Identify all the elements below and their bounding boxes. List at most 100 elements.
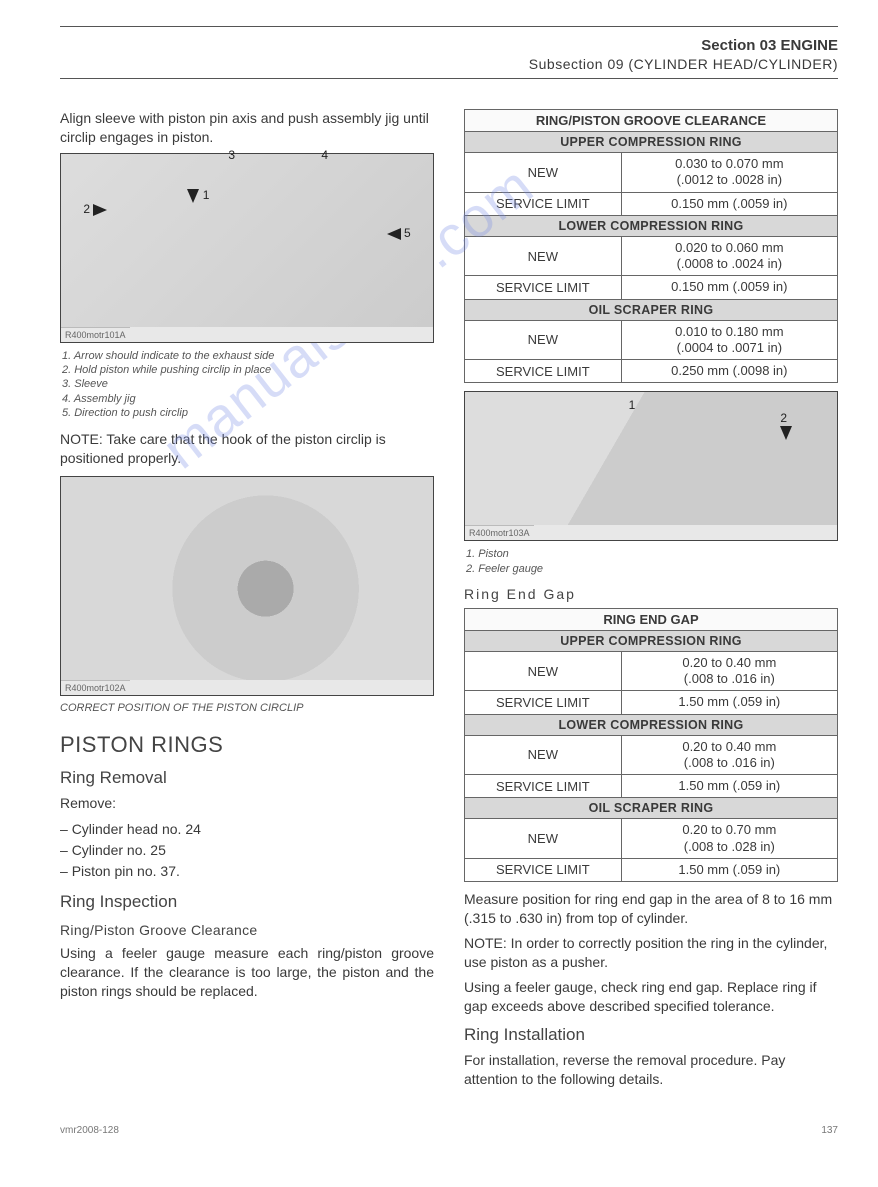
remove-list: Cylinder head no. 24Cylinder no. 25Pisto… xyxy=(60,819,434,882)
table-row: NEW0.030 to 0.070 mm(.0012 to .0028 in) xyxy=(465,153,838,193)
feeler-para: Using a feeler gauge, check ring end gap… xyxy=(464,978,838,1016)
figure-2-ref: R400motr102A xyxy=(61,680,130,695)
figure-2-body xyxy=(61,477,433,680)
figure-3-legend: 1. Piston2. Feeler gauge xyxy=(464,547,838,576)
h2-ring-installation: Ring Installation xyxy=(464,1025,838,1045)
page-header: Section 03 ENGINE Subsection 09 (CYLINDE… xyxy=(60,37,838,72)
table-cell-label: NEW xyxy=(465,651,622,691)
list-item: Cylinder no. 25 xyxy=(60,840,434,861)
table-title: RING END GAP xyxy=(465,608,838,630)
figure-1-ref: R400motr101A xyxy=(61,327,130,342)
table-row: SERVICE LIMIT0.150 mm (.0059 in) xyxy=(465,192,838,215)
table-cell-value: 0.030 to 0.070 mm(.0012 to .0028 in) xyxy=(621,153,837,193)
table-row: NEW0.20 to 0.40 mm(.008 to .016 in) xyxy=(465,651,838,691)
note-2: NOTE: In order to correctly position the… xyxy=(464,934,838,972)
figure-2-caption: CORRECT POSITION OF THE PISTON CIRCLIP xyxy=(60,702,434,714)
table-section-heading: UPPER COMPRESSION RING xyxy=(465,630,838,651)
h1-piston-rings: PISTON RINGS xyxy=(60,732,434,758)
h2-ring-removal: Ring Removal xyxy=(60,768,434,788)
figure-3-body: 1 2 xyxy=(465,392,837,525)
table-row: NEW0.010 to 0.180 mm(.0004 to .0071 in) xyxy=(465,320,838,360)
callout-p2: 2 xyxy=(780,411,792,440)
table-section-heading: LOWER COMPRESSION RING xyxy=(465,714,838,735)
legend-item: 3. Sleeve xyxy=(60,377,434,391)
figure-1-legend: 1. Arrow should indicate to the exhaust … xyxy=(60,349,434,420)
figure-2: R400motr102A xyxy=(60,476,434,696)
section-line: Section 03 ENGINE xyxy=(60,37,838,54)
h3-ring-end-gap: Ring End Gap xyxy=(464,586,838,602)
left-column: Align sleeve with piston pin axis and pu… xyxy=(60,109,434,1095)
measure-para: Measure position for ring end gap in the… xyxy=(464,890,838,928)
legend-item: 1. Arrow should indicate to the exhaust … xyxy=(60,349,434,363)
table-section-heading: OIL SCRAPER RING xyxy=(465,798,838,819)
figure-1: 3 4 2 1 5 R400motr101A xyxy=(60,153,434,343)
table-row: NEW0.20 to 0.40 mm(.008 to .016 in) xyxy=(465,735,838,775)
callout-p1: 1 xyxy=(629,398,636,412)
legend-item: 2. Feeler gauge xyxy=(464,562,838,576)
figure-3-ref: R400motr103A xyxy=(465,525,534,540)
h3-groove-clearance: Ring/Piston Groove Clearance xyxy=(60,922,434,938)
callout-1: 1 xyxy=(187,188,209,203)
table-cell-label: NEW xyxy=(465,735,622,775)
inspect-para: Using a feeler gauge measure each ring/p… xyxy=(60,944,434,1001)
legend-item: 1. Piston xyxy=(464,547,838,561)
arrow-down-icon xyxy=(780,426,792,440)
figure-1-body: 3 4 2 1 5 xyxy=(61,154,433,327)
list-item: Cylinder head no. 24 xyxy=(60,819,434,840)
callout-5: 5 xyxy=(387,226,411,240)
callout-2: 2 xyxy=(83,202,107,216)
table-row: SERVICE LIMIT0.250 mm (.0098 in) xyxy=(465,360,838,383)
remove-label: Remove: xyxy=(60,794,434,813)
right-column: RING/PISTON GROOVE CLEARANCEUPPER COMPRE… xyxy=(464,109,838,1095)
arrow-right-icon xyxy=(93,204,107,216)
header-rule xyxy=(60,78,838,79)
list-item: Piston pin no. 37. xyxy=(60,861,434,882)
section-label: Section 03 xyxy=(701,37,776,54)
footer-right: 137 xyxy=(821,1125,838,1136)
table-ring-end-gap: RING END GAPUPPER COMPRESSION RINGNEW0.2… xyxy=(464,608,838,882)
table-section-heading: OIL SCRAPER RING xyxy=(465,299,838,320)
section-title: ENGINE xyxy=(780,37,838,54)
arrow-left-icon xyxy=(387,228,401,240)
install-para: For installation, reverse the removal pr… xyxy=(464,1051,838,1089)
table-cell-label: NEW xyxy=(465,236,622,276)
table-cell-value: 0.150 mm (.0059 in) xyxy=(621,192,837,215)
table-section-heading: UPPER COMPRESSION RING xyxy=(465,132,838,153)
table-cell-value: 0.20 to 0.70 mm(.008 to .028 in) xyxy=(621,819,837,859)
table-cell-label: SERVICE LIMIT xyxy=(465,691,622,714)
page-footer: vmr2008-128 137 xyxy=(60,1125,838,1136)
table-cell-label: SERVICE LIMIT xyxy=(465,858,622,881)
table-cell-label: NEW xyxy=(465,320,622,360)
table-row: SERVICE LIMIT1.50 mm (.059 in) xyxy=(465,691,838,714)
table-row: NEW0.20 to 0.70 mm(.008 to .028 in) xyxy=(465,819,838,859)
table-title: RING/PISTON GROOVE CLEARANCE xyxy=(465,110,838,132)
arrow-down-icon xyxy=(187,189,199,203)
table-row: NEW0.020 to 0.060 mm(.0008 to .0024 in) xyxy=(465,236,838,276)
table-cell-label: SERVICE LIMIT xyxy=(465,192,622,215)
table-groove-clearance: RING/PISTON GROOVE CLEARANCEUPPER COMPRE… xyxy=(464,109,838,383)
table-cell-label: NEW xyxy=(465,819,622,859)
table-section-heading: LOWER COMPRESSION RING xyxy=(465,215,838,236)
table-cell-value: 1.50 mm (.059 in) xyxy=(621,775,837,798)
table-cell-value: 0.20 to 0.40 mm(.008 to .016 in) xyxy=(621,735,837,775)
table-cell-label: SERVICE LIMIT xyxy=(465,775,622,798)
table-cell-value: 1.50 mm (.059 in) xyxy=(621,691,837,714)
legend-item: 5. Direction to push circlip xyxy=(60,406,434,420)
h2-ring-inspection: Ring Inspection xyxy=(60,892,434,912)
table-cell-value: 0.20 to 0.40 mm(.008 to .016 in) xyxy=(621,651,837,691)
callout-4: 4 xyxy=(321,148,328,162)
table-cell-label: SERVICE LIMIT xyxy=(465,276,622,299)
table-cell-value: 0.020 to 0.060 mm(.0008 to .0024 in) xyxy=(621,236,837,276)
footer-left: vmr2008-128 xyxy=(60,1125,119,1136)
table-cell-label: SERVICE LIMIT xyxy=(465,360,622,383)
table-row: SERVICE LIMIT1.50 mm (.059 in) xyxy=(465,775,838,798)
table-row: SERVICE LIMIT1.50 mm (.059 in) xyxy=(465,858,838,881)
table-cell-label: NEW xyxy=(465,153,622,193)
two-column-layout: Align sleeve with piston pin axis and pu… xyxy=(60,109,838,1095)
table-cell-value: 0.010 to 0.180 mm(.0004 to .0071 in) xyxy=(621,320,837,360)
table-cell-value: 1.50 mm (.059 in) xyxy=(621,858,837,881)
table-cell-value: 0.250 mm (.0098 in) xyxy=(621,360,837,383)
table-cell-value: 0.150 mm (.0059 in) xyxy=(621,276,837,299)
legend-item: 4. Assembly jig xyxy=(60,392,434,406)
top-rule xyxy=(60,26,838,27)
